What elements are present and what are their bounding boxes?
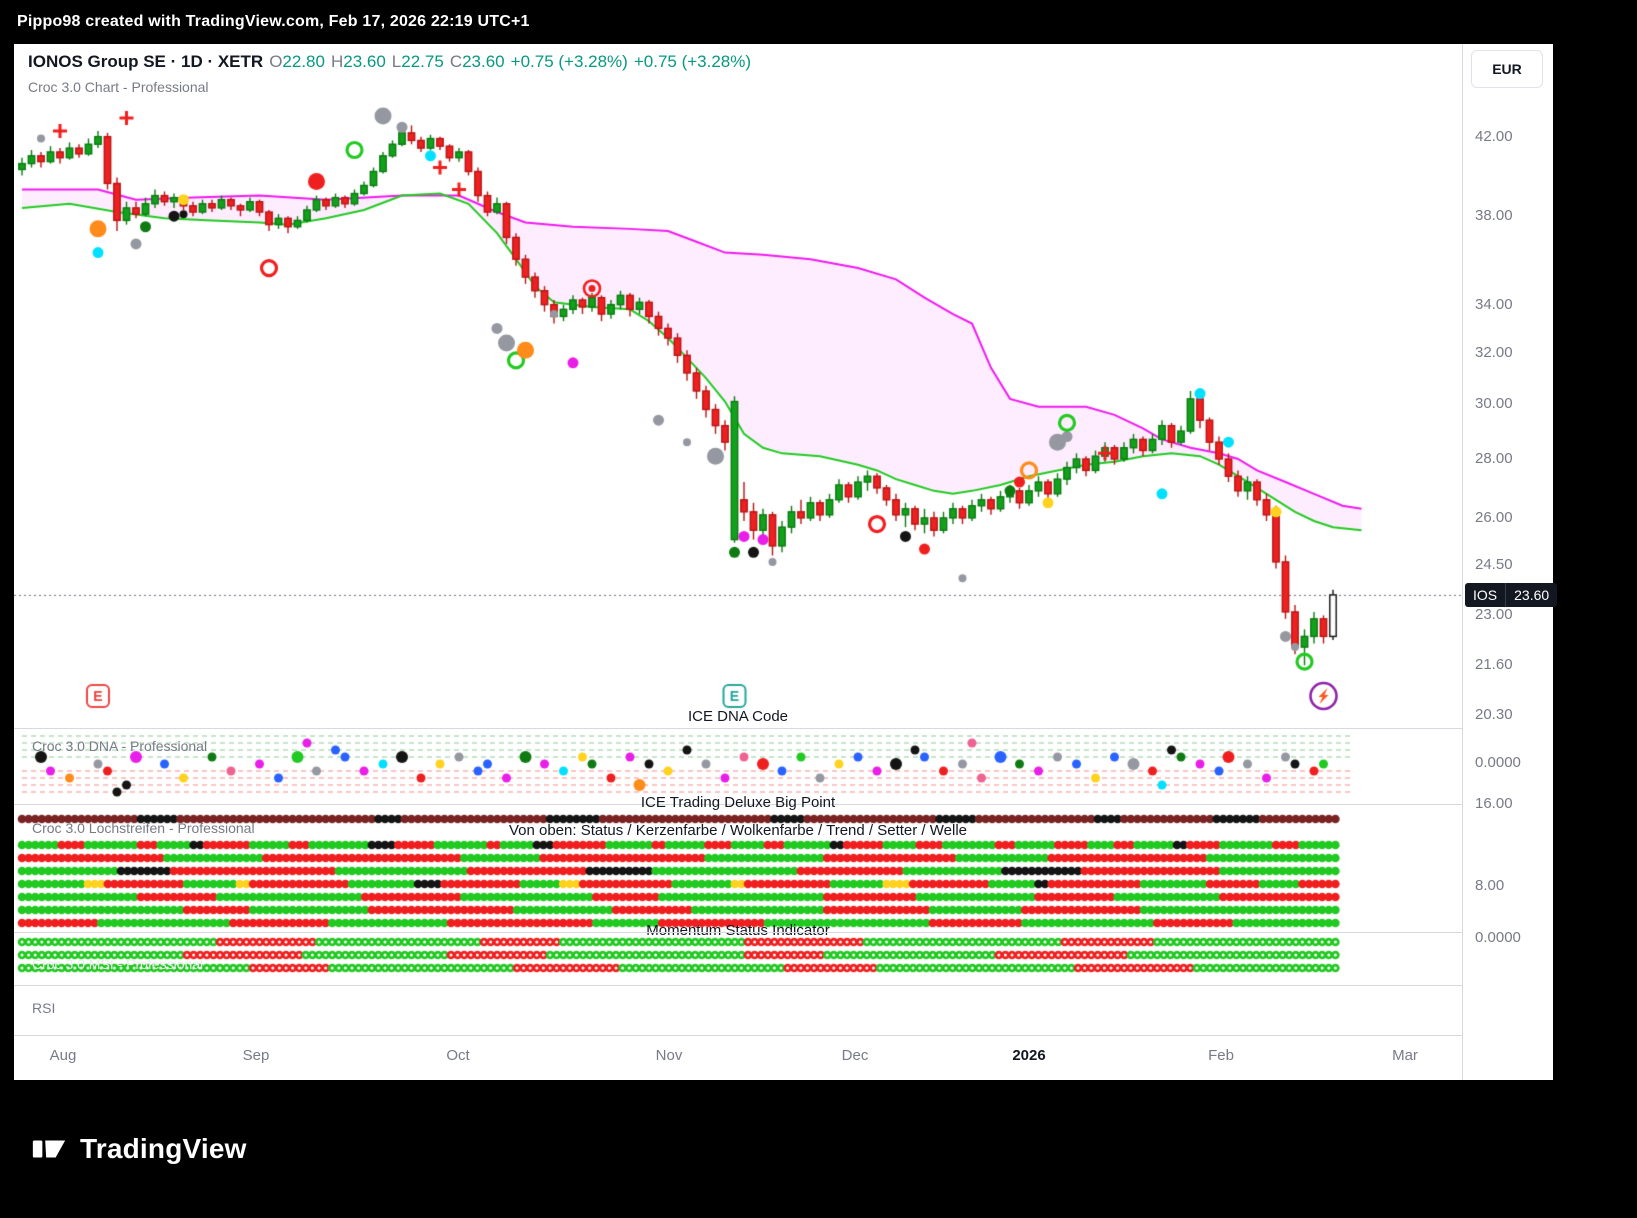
price-tick-label: 30.00: [1475, 395, 1513, 413]
ohlc-low-label: L: [391, 52, 402, 71]
last-price-symbol: IOS: [1473, 586, 1498, 603]
time-axis-label: Oct: [446, 1047, 470, 1064]
ohlc-open-label: O: [269, 52, 283, 71]
ohlc-close-value: 23.60: [462, 52, 505, 71]
time-axis-label: Sep: [242, 1047, 270, 1064]
time-axis-label: Nov: [655, 1047, 683, 1064]
chart-indicator-subtitle[interactable]: Croc 3.0 Chart - Professional: [28, 79, 209, 95]
dna-pane-canvas[interactable]: [14, 728, 1462, 804]
time-axis-label: 2026: [1012, 1047, 1046, 1064]
price-axis-separator: [1462, 44, 1463, 1080]
price-tick-label: 23.00: [1475, 606, 1513, 624]
msi-pane-canvas[interactable]: [14, 932, 1462, 985]
last-price-label: IOS 23.60: [1465, 582, 1558, 607]
attribution-bar: Pippo98 created with TradingView.com, Fe…: [0, 0, 1637, 44]
dna-pane-title: ICE DNA Code: [687, 708, 789, 725]
time-axis-label: Mar: [1392, 1047, 1418, 1064]
time-axis[interactable]: Aug Sep Oct Nov Dec 2026 Feb Mar: [14, 1035, 1462, 1080]
price-chart-canvas[interactable]: [14, 44, 1462, 728]
price-tick-label: 38.00: [1475, 207, 1513, 225]
price-axis[interactable]: EUR IOS 23.60 0.0000 16.00 8.00 0.0000 4…: [1463, 44, 1558, 1080]
tradingview-logo-icon[interactable]: [30, 1130, 68, 1168]
pane-separator[interactable]: [14, 932, 1553, 933]
ohlc-open-value: 22.80: [282, 52, 325, 71]
loch-indicator-label[interactable]: Croc 3.0 Lochstreifen - Professional: [32, 820, 255, 836]
price-tick-label: 32.00: [1475, 343, 1513, 361]
ohlc-low-value: 22.75: [401, 52, 444, 71]
time-axis-label: Aug: [49, 1047, 77, 1064]
pane-separator[interactable]: [14, 728, 1553, 729]
msi-pane-title: Momentum Status Indicator: [646, 922, 830, 939]
ohlc-high-label: H: [330, 52, 344, 71]
change-value: +0.75 (+3.28%): [510, 52, 628, 71]
footer-bar: TradingView: [0, 1080, 1637, 1218]
attribution-text: Pippo98 created with TradingView.com, Fe…: [17, 13, 530, 30]
price-tick-label: 42.00: [1475, 127, 1513, 145]
price-tick-label: 20.30: [1475, 705, 1513, 723]
time-axis-label: Feb: [1208, 1047, 1234, 1064]
last-price-value: 23.60: [1514, 586, 1550, 603]
currency-button[interactable]: EUR: [1471, 50, 1543, 88]
last-price-divider: [1505, 582, 1507, 607]
loch-pane-subtitle: Von oben: Status / Kerzenfarbe / Wolkenf…: [508, 822, 968, 839]
change-value-2: +0.75 (+3.28%): [633, 52, 752, 71]
msi-indicator-label[interactable]: Croc 3.0 MSI - Professional: [32, 956, 204, 972]
pane-separator[interactable]: [14, 985, 1553, 986]
price-tick-label: 26.00: [1475, 508, 1513, 526]
loch-pane-title: ICE Trading Deluxe Big Point: [640, 794, 836, 811]
loch-axis-value-mid: 8.00: [1475, 877, 1505, 894]
price-tick-label: 24.50: [1475, 556, 1513, 574]
dna-indicator-label[interactable]: Croc 3.0 DNA - Professional: [32, 738, 208, 754]
time-axis-separator: [14, 1035, 1553, 1036]
symbol-title[interactable]: IONOS Group SE · 1D · XETR: [28, 52, 264, 71]
chart-card: IONOS Group SE · 1D · XETR O22.80 H23.60…: [14, 44, 1558, 1080]
ohlc-high-value: 23.60: [343, 52, 386, 71]
pane-separator[interactable]: [14, 804, 1553, 805]
price-tick-label: 21.60: [1475, 656, 1513, 674]
price-tick-label: 28.00: [1475, 450, 1513, 467]
loch-axis-value-top: 16.00: [1475, 795, 1513, 812]
lochstreifen-pane-canvas[interactable]: [14, 804, 1462, 932]
loch-axis-value-bottom: 0.0000: [1475, 929, 1521, 946]
ohlc-close-label: C: [449, 52, 463, 71]
rsi-indicator-label[interactable]: RSI: [32, 1000, 56, 1016]
time-axis-label: Dec: [841, 1047, 869, 1064]
tradingview-logo-text[interactable]: TradingView: [80, 1133, 247, 1164]
symbol-header: IONOS Group SE · 1D · XETR O22.80 H23.60…: [28, 52, 751, 95]
price-tick-label: 34.00: [1475, 295, 1513, 313]
dna-axis-value: 0.0000: [1475, 754, 1521, 771]
